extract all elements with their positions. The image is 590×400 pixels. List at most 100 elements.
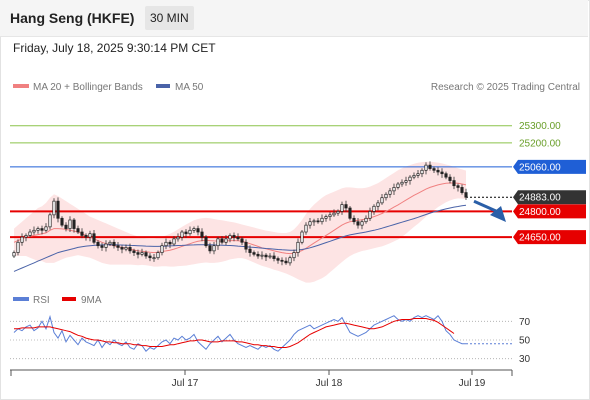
candle xyxy=(212,241,216,255)
candle-body xyxy=(196,228,200,233)
candle xyxy=(68,216,72,232)
candle-body xyxy=(12,252,16,257)
candle-body xyxy=(268,255,272,258)
candle xyxy=(104,240,108,252)
candle xyxy=(44,223,48,233)
candle-body xyxy=(404,180,408,183)
candle-body xyxy=(52,200,56,216)
candle xyxy=(12,250,16,259)
candle xyxy=(380,193,384,205)
candle-body xyxy=(376,202,380,207)
candle-body xyxy=(368,211,372,219)
level-label: 24800.00 xyxy=(519,207,561,218)
candle-body xyxy=(412,175,416,178)
candle xyxy=(456,183,460,192)
candle xyxy=(204,235,208,248)
candle xyxy=(136,249,140,259)
level-label: 25300.00 xyxy=(519,121,561,132)
candle xyxy=(320,214,324,225)
candle xyxy=(392,183,396,195)
candle xyxy=(432,166,436,174)
candle-body xyxy=(332,212,336,216)
candle-body xyxy=(316,220,320,223)
candle xyxy=(72,217,76,233)
candle xyxy=(300,229,304,245)
candle-body xyxy=(220,238,224,243)
candle-body xyxy=(284,260,288,264)
candle-body xyxy=(388,190,392,195)
candle-body xyxy=(212,245,216,252)
candle xyxy=(372,204,376,215)
candle-body xyxy=(32,229,36,233)
chart-datetime: Friday, July 18, 2025 9:30:14 PM CET xyxy=(13,41,216,55)
level-label-tag xyxy=(513,230,586,245)
candle-body xyxy=(244,241,248,250)
candle-body xyxy=(256,253,260,257)
candle-body xyxy=(396,183,400,188)
forecast-arrow-head xyxy=(490,206,506,222)
candle xyxy=(224,235,228,246)
level-label-tag xyxy=(513,190,586,205)
candle-body xyxy=(172,238,176,245)
rsi-tick-label: 50 xyxy=(519,336,531,347)
candle-body xyxy=(260,254,264,257)
candle xyxy=(132,248,136,256)
candle xyxy=(96,240,100,249)
candle xyxy=(148,253,152,262)
candle-body xyxy=(436,169,440,173)
candle xyxy=(208,242,212,254)
candle-body xyxy=(416,173,420,176)
candle-body xyxy=(444,173,448,178)
candle xyxy=(196,225,200,236)
candle-body xyxy=(92,233,96,243)
candle-body xyxy=(280,259,284,262)
rsi-pane: 70 50 30 xyxy=(10,314,531,365)
candle xyxy=(28,229,32,238)
candle-body xyxy=(116,245,120,248)
candle xyxy=(416,169,420,179)
candle xyxy=(16,239,20,256)
rsi-legend-label: RSI xyxy=(33,295,50,306)
candle-body xyxy=(64,224,68,229)
candle-body xyxy=(408,176,412,181)
candle xyxy=(272,252,276,262)
candle xyxy=(236,233,240,241)
candle xyxy=(256,251,260,259)
candle-body xyxy=(340,204,344,212)
candle-body xyxy=(264,254,268,258)
candle xyxy=(276,256,280,264)
candle xyxy=(220,235,224,245)
ma50-legend-label: MA 50 xyxy=(175,82,204,93)
candle xyxy=(288,255,292,266)
candle xyxy=(280,257,284,266)
candle xyxy=(48,212,52,230)
candle xyxy=(404,176,408,186)
candle-body xyxy=(132,250,136,253)
candle xyxy=(164,238,168,250)
candle-body xyxy=(28,231,32,236)
candle-body xyxy=(224,238,228,243)
candle xyxy=(244,239,248,253)
candle-body xyxy=(180,231,184,238)
candle xyxy=(396,181,400,190)
candle xyxy=(424,162,428,175)
bollinger-band xyxy=(14,161,466,283)
candle-body xyxy=(164,241,168,247)
candle xyxy=(364,215,368,224)
candle-body xyxy=(108,241,112,245)
candle xyxy=(228,233,232,243)
candle-body xyxy=(372,205,376,212)
candle xyxy=(100,242,104,251)
candle-body xyxy=(96,241,100,247)
candle xyxy=(312,218,316,226)
candle xyxy=(324,214,328,222)
level-label: 25060.00 xyxy=(519,162,561,173)
candle xyxy=(240,236,244,246)
candle xyxy=(140,248,144,257)
candle-body xyxy=(44,226,48,231)
candle xyxy=(336,209,340,216)
candle-body xyxy=(188,229,192,235)
timeframe-badge[interactable]: 30 MIN xyxy=(145,6,194,30)
candle xyxy=(232,232,236,242)
